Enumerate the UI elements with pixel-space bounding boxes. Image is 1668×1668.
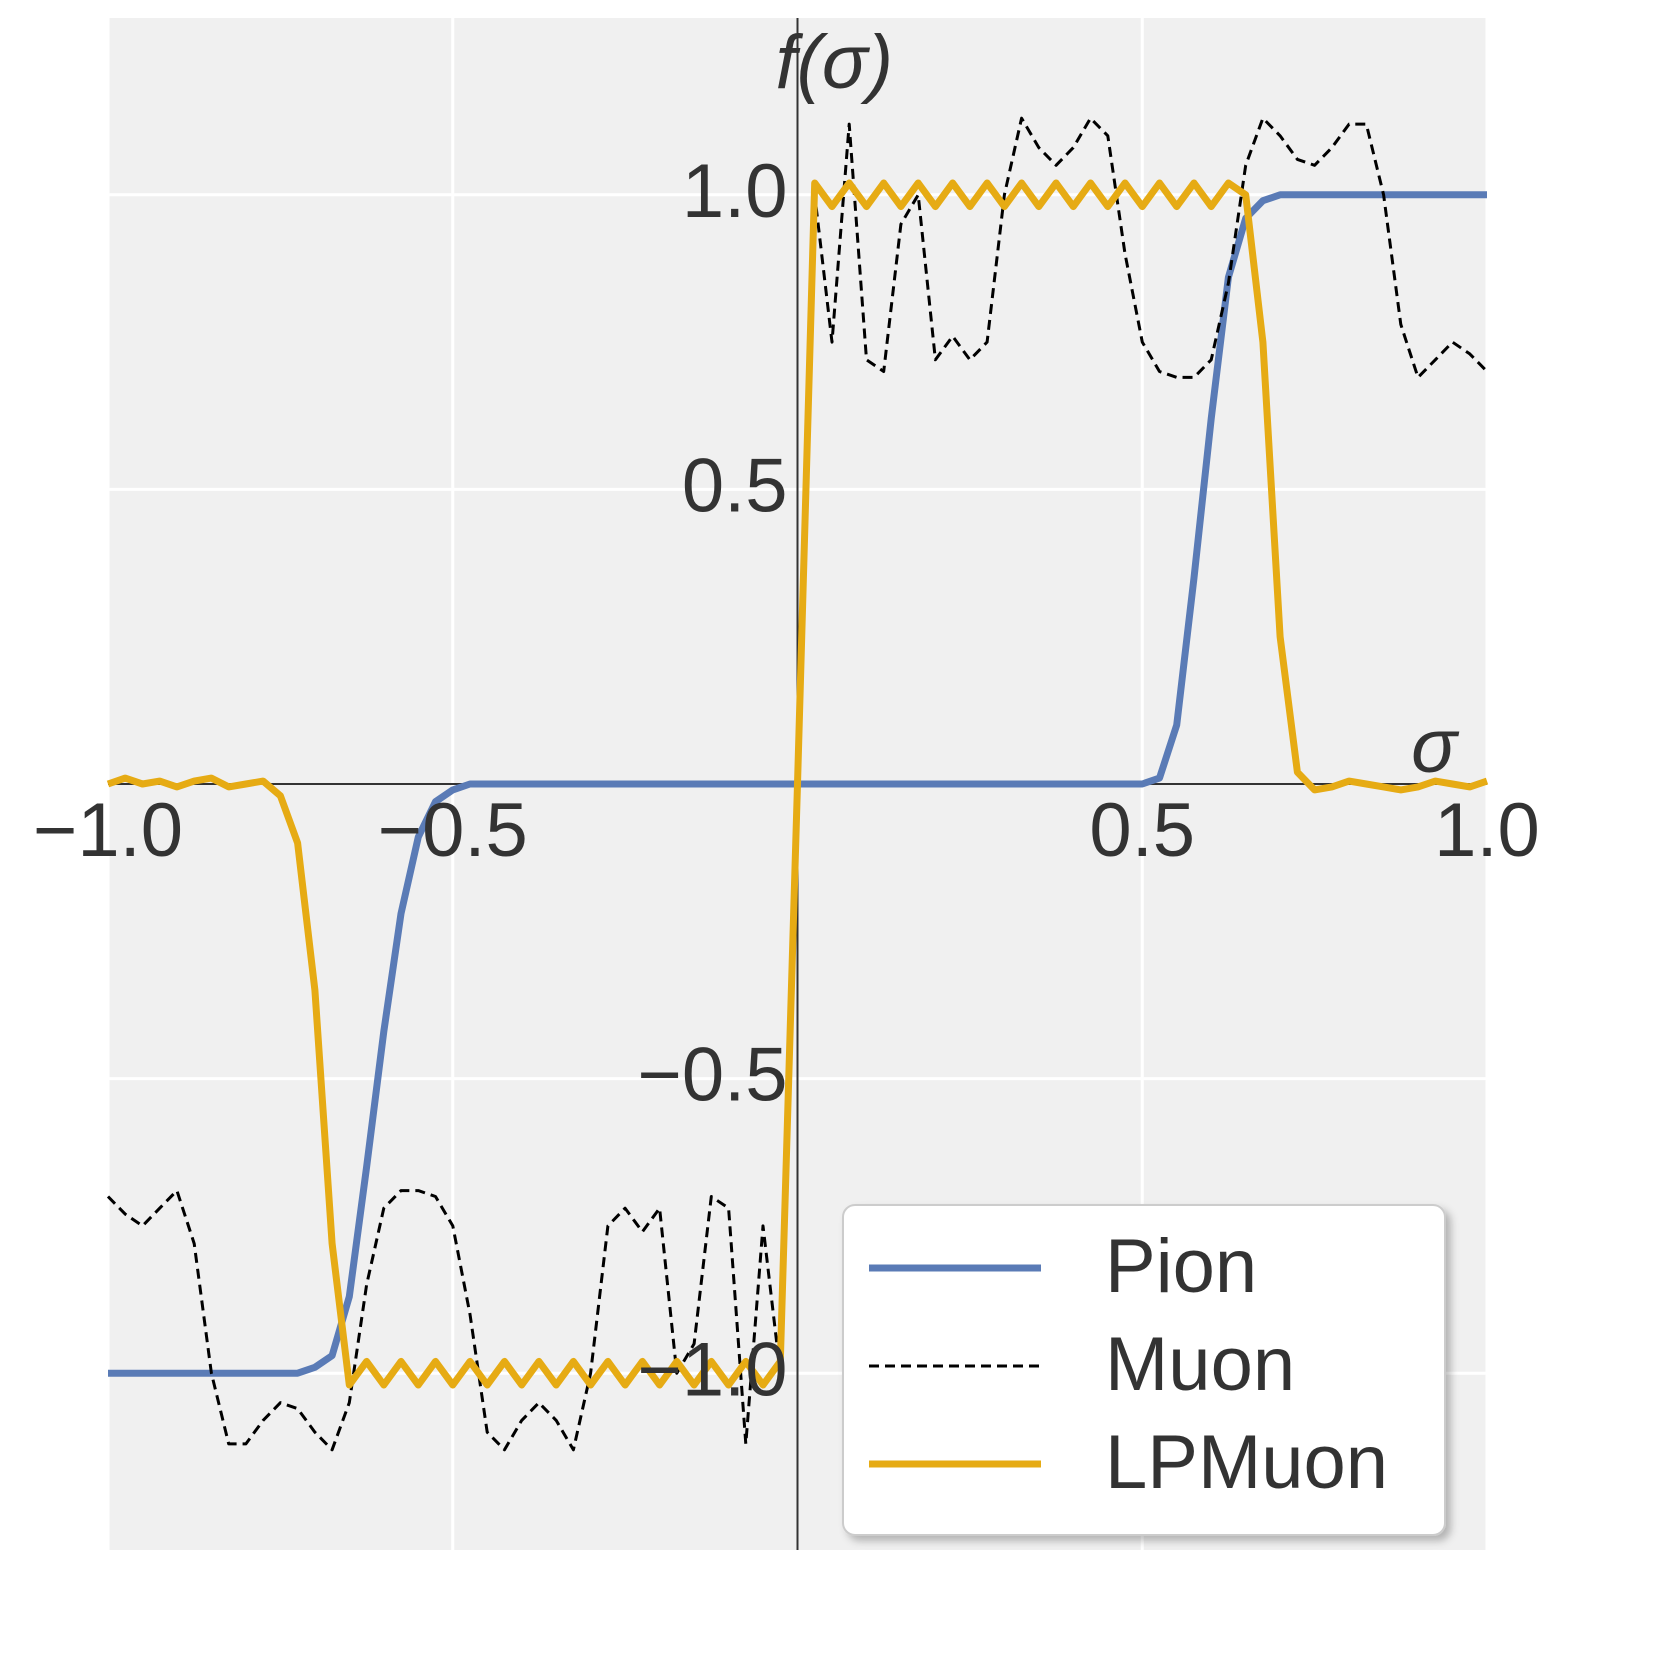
y-tick-label: −1.0 <box>637 1327 787 1412</box>
series-line <box>106 179 1489 1389</box>
x-tick-label: 0.5 <box>1089 788 1195 873</box>
y-tick-label: 0.5 <box>682 443 788 528</box>
y-tick-label: −0.5 <box>637 1033 787 1118</box>
x-tick-label: −0.5 <box>378 788 528 873</box>
legend-box <box>842 1204 1446 1536</box>
y-tick-label: 1.0 <box>682 149 788 234</box>
y-axis-label: f(σ) <box>776 20 894 105</box>
x-tick-label: 1.0 <box>1434 788 1540 873</box>
x-tick-label: −1.0 <box>33 788 183 873</box>
legend-label: Pion <box>1105 1224 1257 1309</box>
legend-label: LPMuon <box>1105 1420 1388 1505</box>
x-axis-label: σ <box>1411 704 1460 789</box>
legend: Pion Muon LPMuon <box>842 1204 1446 1536</box>
legend-label: Muon <box>1105 1322 1295 1407</box>
